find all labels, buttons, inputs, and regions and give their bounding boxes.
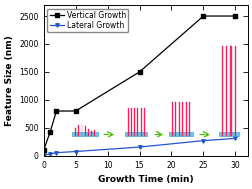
Bar [185,102,186,136]
Bar [81,125,82,136]
Bar [94,130,95,136]
Vertical Growth [42,149,45,151]
Bar [226,46,227,136]
Bar [127,108,128,136]
Lateral Growth [55,152,58,154]
Bar [75,128,76,136]
Lateral Growth [137,146,140,148]
Bar [230,46,231,136]
Bar [84,126,85,136]
Vertical Growth [74,110,77,112]
Bar [125,132,147,136]
Bar [140,108,141,136]
Bar [178,102,179,136]
Bar [218,132,238,136]
Bar [188,102,190,136]
Vertical Growth [201,15,204,17]
Vertical Growth [55,110,58,112]
Lateral Growth [233,137,236,139]
Bar [72,132,98,136]
Bar [222,46,223,136]
Line: Vertical Growth: Vertical Growth [42,14,236,152]
Vertical Growth [233,15,236,17]
Bar [175,102,176,136]
Legend: Vertical Growth, Lateral Growth: Vertical Growth, Lateral Growth [47,9,128,32]
Bar [168,132,193,136]
Lateral Growth [201,139,204,142]
Vertical Growth [137,71,140,73]
Lateral Growth [74,150,77,153]
Bar [134,108,135,136]
Vertical Growth [48,131,51,133]
Line: Lateral Growth: Lateral Growth [42,137,236,157]
Bar [171,102,172,136]
Bar [137,108,138,136]
X-axis label: Growth Time (min): Growth Time (min) [98,175,193,184]
Bar [234,46,235,136]
Lateral Growth [48,153,51,155]
Y-axis label: Feature Size (nm): Feature Size (nm) [5,35,14,126]
Bar [143,108,144,136]
Bar [131,108,132,136]
Bar [78,125,79,136]
Lateral Growth [42,154,45,156]
